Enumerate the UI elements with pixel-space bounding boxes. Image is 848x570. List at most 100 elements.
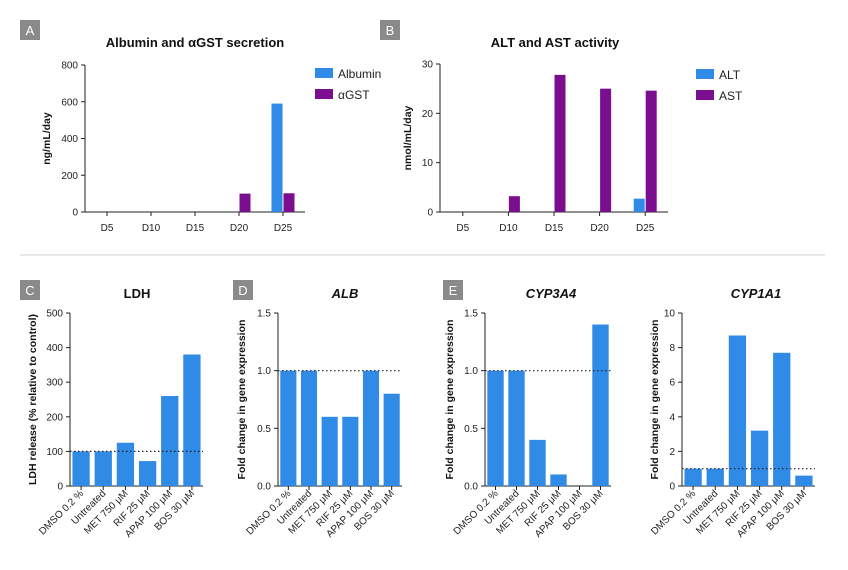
bar <box>283 193 295 212</box>
y-tick-label: 1.0 <box>464 366 478 377</box>
y-tick-label: 500 <box>46 309 63 320</box>
bar <box>508 196 520 212</box>
panel-label: B <box>386 23 395 38</box>
bar <box>280 370 297 486</box>
chart-title: ALB <box>331 286 359 301</box>
chart-title: CYP3A4 <box>526 286 577 301</box>
chart-panel-e2: CYP1A1 Fold change in gene expression 0 2 4 6… <box>649 286 815 540</box>
bar <box>271 103 283 212</box>
bar <box>706 468 724 486</box>
chart-panel-b: B ALT and AST activity nmol/mL/day 0 10 20 30 D… <box>380 20 743 234</box>
x-tick-label: D20 <box>590 223 609 234</box>
bar <box>239 193 251 212</box>
y-tick-label: 0.0 <box>464 482 478 493</box>
x-tick-label: D25 <box>636 223 655 234</box>
bar <box>362 370 380 486</box>
y-tick-label: 0.0 <box>257 482 271 493</box>
y-tick-label: 800 <box>61 61 78 72</box>
x-tick-label: D10 <box>499 223 518 234</box>
y-tick-label: 0.5 <box>257 424 271 435</box>
y-axis-label: LDH release (% relative to control) <box>27 314 39 485</box>
y-tick-label: 400 <box>61 134 78 145</box>
bar <box>138 461 157 486</box>
y-tick-label: 30 <box>422 60 434 71</box>
bar <box>116 442 135 486</box>
chart-panel-e1: E CYP3A4 Fold change in gene expression 0.0… <box>443 280 611 540</box>
y-tick-label: 8 <box>669 343 675 354</box>
x-tick-label: D25 <box>274 223 293 234</box>
y-tick-label: 0 <box>427 208 433 219</box>
x-tick-label: D20 <box>230 223 249 234</box>
bar <box>600 88 612 212</box>
chart-panel-c: C LDH LDH release (% relative to control) 0… <box>20 280 203 540</box>
y-tick-label: 0 <box>669 482 675 493</box>
y-tick-label: 600 <box>61 97 78 108</box>
y-tick-label: 200 <box>46 412 63 423</box>
y-tick-label: 0 <box>72 208 78 219</box>
bar <box>383 393 400 486</box>
legend-swatch <box>315 68 333 78</box>
chart-title: LDH <box>124 286 151 301</box>
bar <box>633 198 645 212</box>
panel-label-box <box>380 20 400 40</box>
x-tick-label: D5 <box>101 223 114 234</box>
y-tick-label: 10 <box>664 309 676 320</box>
bar <box>508 370 525 486</box>
bar <box>183 354 201 486</box>
bar <box>94 451 112 486</box>
bar <box>750 430 769 486</box>
legend-label: AST <box>719 89 743 103</box>
y-axis-label: Fold change in gene expression <box>444 320 456 480</box>
panel-label-box <box>20 280 40 300</box>
y-axis-label: ng/mL/day <box>41 112 53 165</box>
y-tick-label: 300 <box>46 378 63 389</box>
legend-swatch <box>315 89 333 99</box>
x-tick-label: D15 <box>545 223 564 234</box>
bar <box>321 416 338 486</box>
y-axis-label: Fold change in gene expression <box>649 320 661 480</box>
bar <box>684 468 702 486</box>
bar <box>529 439 546 486</box>
y-tick-label: 20 <box>422 109 434 120</box>
y-tick-label: 200 <box>61 171 78 182</box>
panel-label: C <box>25 283 34 298</box>
chart-title: ALT and AST activity <box>491 35 620 50</box>
bar <box>773 352 791 486</box>
bar <box>592 324 609 486</box>
bar <box>645 90 657 212</box>
y-tick-label: 100 <box>46 447 63 458</box>
panel-label: D <box>238 283 247 298</box>
chart-panel-d: D ALB Fold change in gene expression 0.0 0.5… <box>233 280 402 540</box>
y-tick-label: 400 <box>46 343 63 354</box>
bar <box>487 370 504 486</box>
y-axis-label: Fold change in gene expression <box>236 320 248 480</box>
y-tick-label: 1.5 <box>464 309 478 320</box>
chart-title: CYP1A1 <box>731 286 782 301</box>
legend-label: ALT <box>719 68 741 82</box>
y-tick-label: 10 <box>422 158 434 169</box>
y-tick-label: 2 <box>669 447 675 458</box>
bar <box>342 416 359 486</box>
bar <box>300 370 318 486</box>
bar <box>795 475 813 486</box>
x-tick-label: D10 <box>142 223 161 234</box>
chart-title: Albumin and αGST secretion <box>106 35 285 50</box>
x-tick-label: D15 <box>186 223 205 234</box>
legend-swatch <box>696 69 714 79</box>
panel-label: E <box>449 283 458 298</box>
bar <box>72 451 90 486</box>
bar <box>550 474 567 486</box>
legend-label: Albumin <box>338 67 381 81</box>
bar <box>161 396 179 486</box>
bar <box>554 74 566 212</box>
legend-swatch <box>696 90 714 100</box>
panel-label: A <box>26 23 35 38</box>
x-tick-label: D5 <box>456 223 469 234</box>
chart-panel-a: A Albumin and αGST secretion ng/mL/day 0 200… <box>20 20 381 234</box>
y-tick-label: 0.5 <box>464 424 478 435</box>
panel-label-box <box>20 20 40 40</box>
bar <box>728 335 747 486</box>
panel-label-box <box>233 280 253 300</box>
panel-label-box <box>443 280 463 300</box>
